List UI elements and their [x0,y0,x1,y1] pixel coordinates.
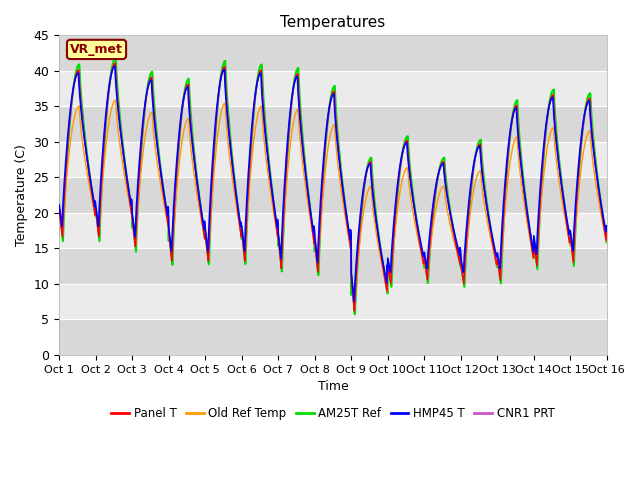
X-axis label: Time: Time [317,380,348,393]
Old Ref Temp [603,232,611,238]
CNR1 PRT [349,288,356,294]
Old Ref Temp [361,201,369,206]
Line: Old Ref Temp: Old Ref Temp [59,100,607,308]
Panel T [361,178,369,183]
Panel T [351,308,358,314]
Panel T [55,207,63,213]
CNR1 PRT [55,205,63,211]
CNR1 PRT [555,158,563,164]
AM25T Ref [208,187,216,192]
Panel T [492,261,500,266]
Old Ref Temp [208,195,216,201]
HMP45 T [350,299,358,304]
CNR1 PRT [208,180,216,185]
CNR1 PRT [570,248,578,254]
HMP45 T [111,63,119,69]
HMP45 T [492,253,500,259]
AM25T Ref [349,288,356,294]
HMP45 T [208,166,216,172]
Panel T [349,291,356,297]
Panel T [111,60,119,66]
Old Ref Temp [351,305,358,311]
Old Ref Temp [492,260,500,265]
Bar [59,107,607,142]
AM25T Ref [603,240,611,245]
Line: AM25T Ref: AM25T Ref [59,57,607,314]
CNR1 PRT [351,308,358,313]
Old Ref Temp [555,176,563,181]
CNR1 PRT [361,179,369,184]
Panel T [208,177,216,183]
HMP45 T [55,202,63,208]
HMP45 T [570,228,578,234]
Y-axis label: Temperature (C): Temperature (C) [15,144,28,246]
AM25T Ref [570,263,578,269]
AM25T Ref [361,179,369,184]
Text: VR_met: VR_met [70,43,123,56]
Old Ref Temp [570,252,578,258]
Bar [59,178,607,213]
Bar [59,249,607,284]
Line: Panel T: Panel T [59,63,607,311]
CNR1 PRT [603,229,611,235]
Panel T [555,160,563,166]
Line: HMP45 T: HMP45 T [59,66,607,301]
Legend: Panel T, Old Ref Temp, AM25T Ref, HMP45 T, CNR1 PRT: Panel T, Old Ref Temp, AM25T Ref, HMP45 … [106,402,559,425]
HMP45 T [555,160,563,166]
HMP45 T [603,227,611,232]
HMP45 T [361,176,369,181]
Old Ref Temp [349,288,356,293]
AM25T Ref [55,214,63,220]
Old Ref Temp [112,97,120,103]
HMP45 T [349,286,356,291]
CNR1 PRT [111,60,119,66]
Panel T [570,245,578,251]
AM25T Ref [112,54,120,60]
CNR1 PRT [492,258,500,264]
AM25T Ref [555,153,563,159]
AM25T Ref [492,260,500,265]
Bar [59,320,607,355]
Bar [59,36,607,71]
Panel T [603,232,611,238]
Old Ref Temp [55,208,63,214]
AM25T Ref [351,312,358,317]
Line: CNR1 PRT: CNR1 PRT [59,63,607,311]
Title: Temperatures: Temperatures [280,15,385,30]
